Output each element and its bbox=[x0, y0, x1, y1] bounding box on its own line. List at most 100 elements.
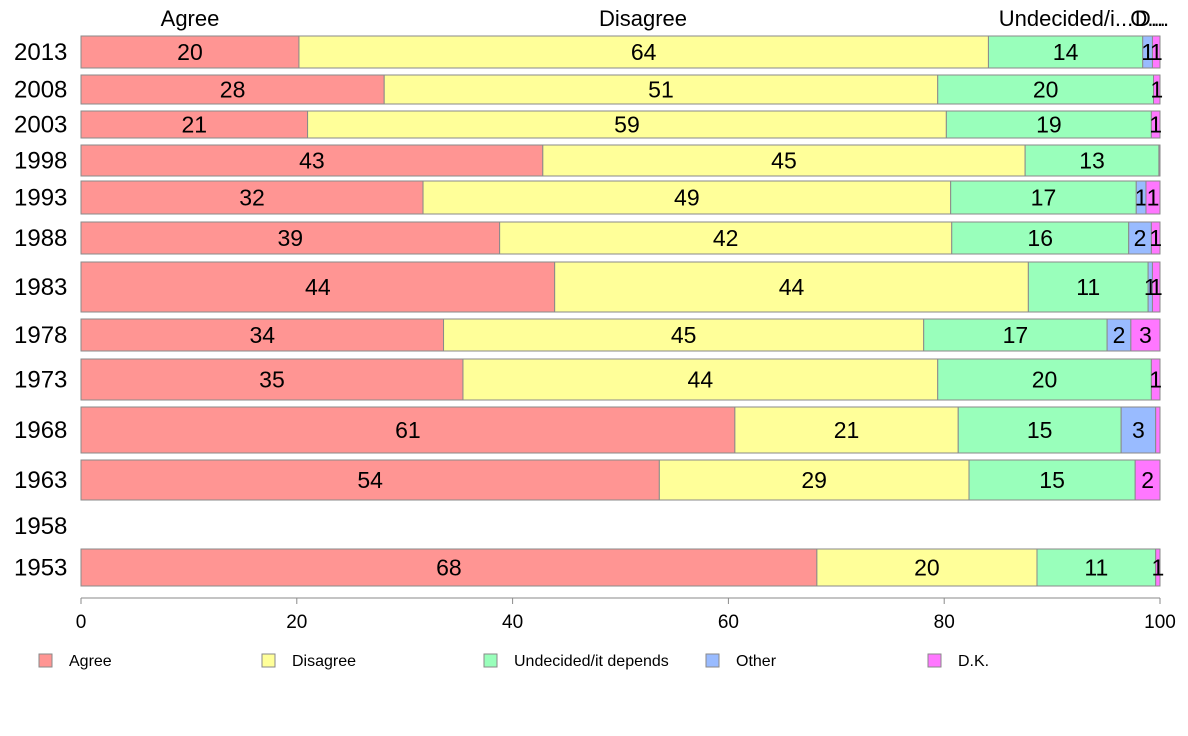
bar-disagree bbox=[499, 221, 953, 255]
bar-value-label: 2 bbox=[1113, 322, 1126, 348]
bar-value-label: 45 bbox=[771, 148, 797, 174]
bar-undecided-it-depends bbox=[987, 35, 1144, 69]
x-tick-label: 100 bbox=[1144, 612, 1176, 633]
y-tick-label: 1963 bbox=[14, 467, 67, 494]
bar-d-k- bbox=[1151, 261, 1161, 313]
bar-value-label: 1 bbox=[1150, 39, 1163, 65]
bar-d-k- bbox=[1150, 221, 1161, 255]
bar-disagree bbox=[462, 358, 939, 401]
x-tick-label: 40 bbox=[502, 612, 523, 633]
bar-value-label: 20 bbox=[1032, 367, 1058, 393]
y-axis-labels: 2013 2008 2003 1998 1993 1988 1983 1978 1973 1968… bbox=[14, 39, 67, 582]
bar-d-k- bbox=[1150, 110, 1161, 139]
bar-undecided-it-depends bbox=[957, 406, 1122, 454]
bar-disagree bbox=[658, 459, 970, 501]
bar-value-label: 64 bbox=[631, 39, 657, 65]
y-tick-label: 1978 bbox=[14, 322, 67, 349]
bar-value-label: 1 bbox=[1149, 225, 1162, 251]
x-tick-label: 60 bbox=[718, 612, 739, 633]
bar-value-label: 44 bbox=[305, 274, 331, 300]
legend-item: D.K. bbox=[927, 653, 989, 670]
y-tick-label: 1988 bbox=[14, 225, 67, 252]
bar-value-label: 2 bbox=[1134, 225, 1147, 251]
bar-disagree bbox=[307, 110, 947, 139]
bar-value-label: 13 bbox=[1079, 148, 1105, 174]
bar-undecided-it-depends bbox=[1024, 144, 1160, 177]
bar-d-k- bbox=[1158, 144, 1161, 177]
bar-value-label: 17 bbox=[1003, 322, 1029, 348]
bar-value-label: 42 bbox=[713, 225, 739, 251]
bar-value-label: 21 bbox=[181, 112, 207, 138]
bar-value-label: 3 bbox=[1132, 417, 1145, 443]
bar-value-label: 54 bbox=[357, 467, 383, 493]
bar-agree bbox=[80, 35, 300, 69]
y-tick-label: 1973 bbox=[14, 367, 67, 394]
bar-value-label: 44 bbox=[688, 367, 714, 393]
bar-value-label: 1 bbox=[1150, 274, 1163, 300]
legend-swatch bbox=[483, 653, 498, 668]
bar-agree bbox=[80, 110, 309, 139]
bar-agree bbox=[80, 144, 544, 177]
bar-d-k- bbox=[1155, 406, 1161, 454]
bar-disagree bbox=[734, 406, 959, 454]
series-header-labels: Agree Disagree Undecided/i...O...D... bbox=[161, 6, 1169, 31]
bar-value-label: 11 bbox=[1084, 555, 1108, 581]
bar-undecided-it-depends bbox=[1036, 548, 1157, 587]
bar-value-label: 43 bbox=[299, 148, 325, 174]
legend-swatch bbox=[927, 653, 942, 668]
series-header-label: Agree bbox=[161, 6, 220, 31]
series-header-label: O... bbox=[1130, 6, 1165, 31]
bar-value-label: 19 bbox=[1036, 112, 1062, 138]
bar-d-k- bbox=[1130, 318, 1161, 352]
legend-item: Undecided/it depends bbox=[483, 653, 669, 670]
y-tick-label: 1998 bbox=[14, 148, 67, 175]
bar-value-label: 44 bbox=[779, 274, 805, 300]
legend-label: Other bbox=[736, 653, 777, 670]
legend-label: Agree bbox=[69, 653, 112, 670]
bar-agree bbox=[80, 548, 818, 587]
bar-value-label: 17 bbox=[1031, 185, 1057, 211]
bar-value-label: 15 bbox=[1039, 467, 1065, 493]
bar-value-label: 3 bbox=[1139, 322, 1152, 348]
x-tick-label: 0 bbox=[76, 612, 87, 633]
bar-agree bbox=[80, 180, 424, 215]
legend: Agree Disagree Undecided/it depends Other D.… bbox=[38, 653, 989, 670]
bar-value-label: 45 bbox=[671, 322, 697, 348]
bar-value-label: 1 bbox=[1135, 185, 1148, 211]
bar-d-k- bbox=[1134, 459, 1161, 501]
bar-undecided-it-depends bbox=[968, 459, 1136, 501]
bar-d-k- bbox=[1151, 35, 1161, 69]
bar-value-label: 1 bbox=[1151, 555, 1164, 581]
bar-value-label: 16 bbox=[1027, 225, 1053, 251]
bar-value-label: 20 bbox=[1033, 77, 1059, 103]
bar-value-label: 34 bbox=[249, 322, 275, 348]
bar-disagree bbox=[542, 144, 1026, 177]
bar-undecided-it-depends bbox=[1027, 261, 1149, 313]
bar-d-k- bbox=[1153, 74, 1161, 105]
bar-undecided-it-depends bbox=[923, 318, 1108, 352]
bar-undecided-it-depends bbox=[945, 110, 1152, 139]
bar-undecided-it-depends bbox=[937, 358, 1152, 401]
bar-d-k- bbox=[1155, 548, 1161, 587]
bar-value-label: 2 bbox=[1141, 467, 1154, 493]
y-tick-label: 1983 bbox=[14, 274, 67, 301]
bar-disagree bbox=[298, 35, 989, 69]
bar-value-label: 11 bbox=[1076, 274, 1100, 300]
bar-value-label: 1 bbox=[1141, 39, 1154, 65]
y-tick-label: 1993 bbox=[14, 185, 67, 212]
bar-value-label: 59 bbox=[614, 112, 640, 138]
bar-disagree bbox=[554, 261, 1029, 313]
legend-label: Disagree bbox=[292, 653, 356, 670]
bar-agree bbox=[80, 318, 445, 352]
bar-agree bbox=[80, 221, 501, 255]
y-tick-label: 2003 bbox=[14, 112, 67, 139]
bar-d-k- bbox=[1145, 180, 1161, 215]
bar-value-label: 39 bbox=[278, 225, 304, 251]
bar-other bbox=[1120, 406, 1157, 454]
y-tick-label: 1968 bbox=[14, 417, 67, 444]
bar-undecided-it-depends bbox=[937, 74, 1155, 105]
bar-value-label: 1 bbox=[1150, 77, 1163, 103]
legend-swatch bbox=[705, 653, 720, 668]
